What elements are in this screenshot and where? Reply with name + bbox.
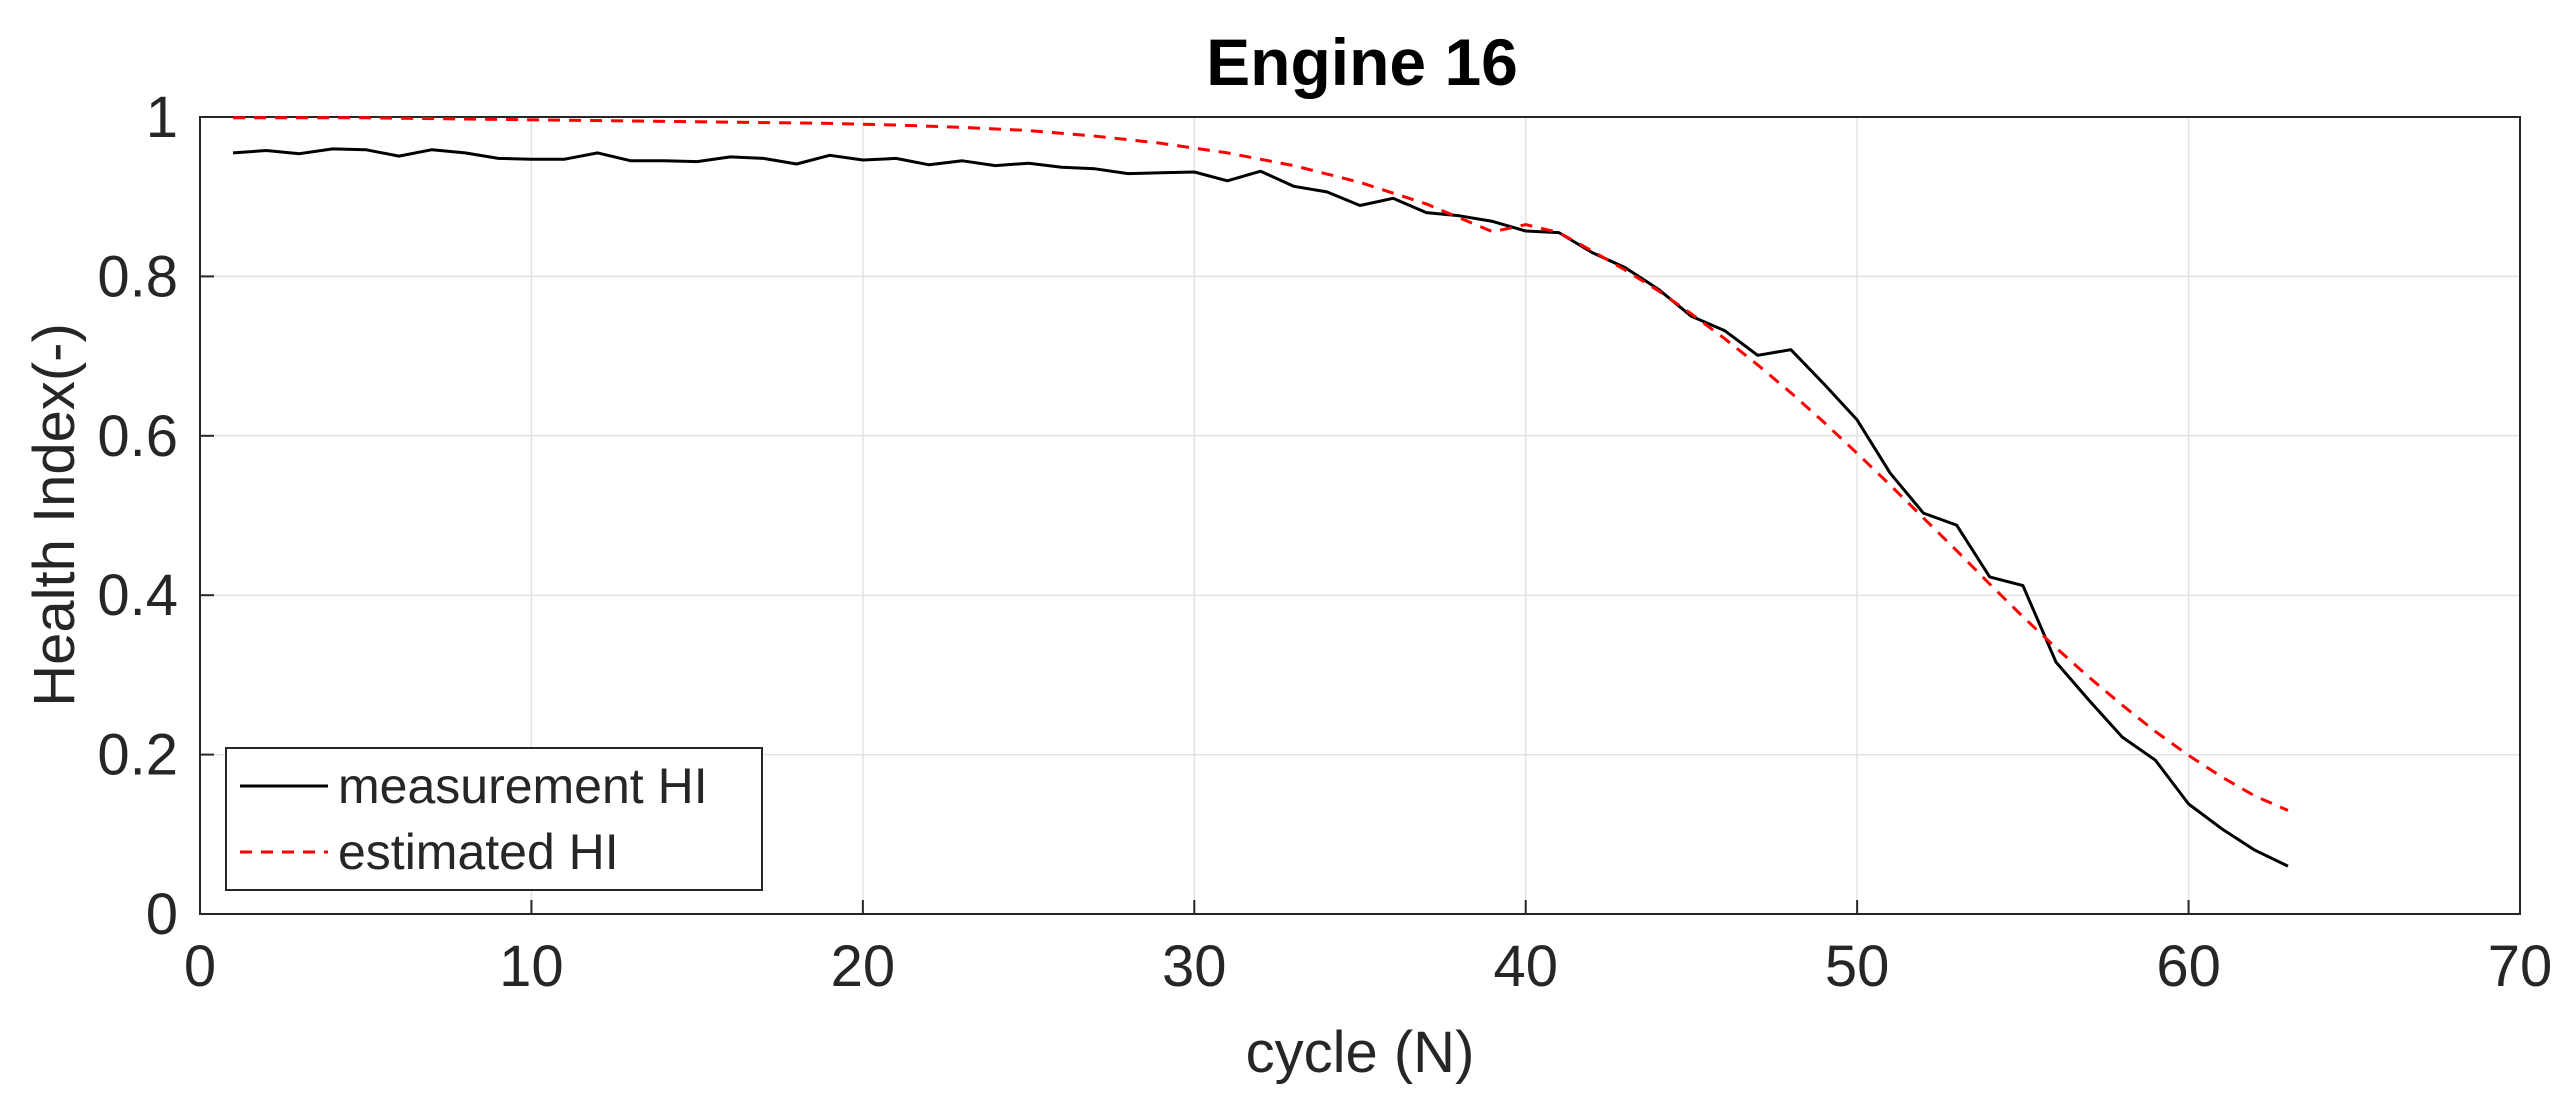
y-tick-label: 0 — [146, 882, 178, 947]
legend: measurement HI estimated HI — [225, 747, 763, 891]
plot-area-frame — [199, 116, 2521, 915]
y-tick-label: 0.6 — [97, 404, 178, 469]
legend-label-measurement: measurement HI — [338, 758, 708, 814]
y-tick-label: 0.2 — [97, 723, 178, 788]
x-tick-label: 0 — [184, 934, 216, 999]
series-line-estimated — [233, 116, 2289, 812]
chart-title: Engine 16 — [1206, 25, 1518, 99]
x-tick-label: 70 — [2488, 934, 2553, 999]
x-tick-label: 40 — [1493, 934, 1558, 999]
y-tick-label: 0.4 — [97, 563, 178, 628]
x-tick-label: 30 — [1162, 934, 1227, 999]
axis-ticks: 0 10 20 30 40 50 60 70 0 0.2 0.4 0.6 0.8 1 — [97, 85, 2552, 999]
x-tick-label: 10 — [499, 934, 564, 999]
legend-label-estimated: estimated HI — [338, 824, 619, 880]
series-line-measurement — [232, 147, 2289, 868]
y-tick-label: 0.8 — [97, 244, 178, 309]
x-tick-label: 20 — [831, 934, 896, 999]
data-series — [232, 116, 2289, 868]
legend-box — [225, 747, 763, 891]
x-tick-label: 50 — [1825, 934, 1890, 999]
x-axis-label: cycle (N) — [1246, 1020, 1475, 1085]
y-tick-label: 1 — [146, 85, 178, 150]
y-axis-label: Health Index(-) — [22, 323, 87, 707]
x-tick-label: 60 — [2156, 934, 2221, 999]
